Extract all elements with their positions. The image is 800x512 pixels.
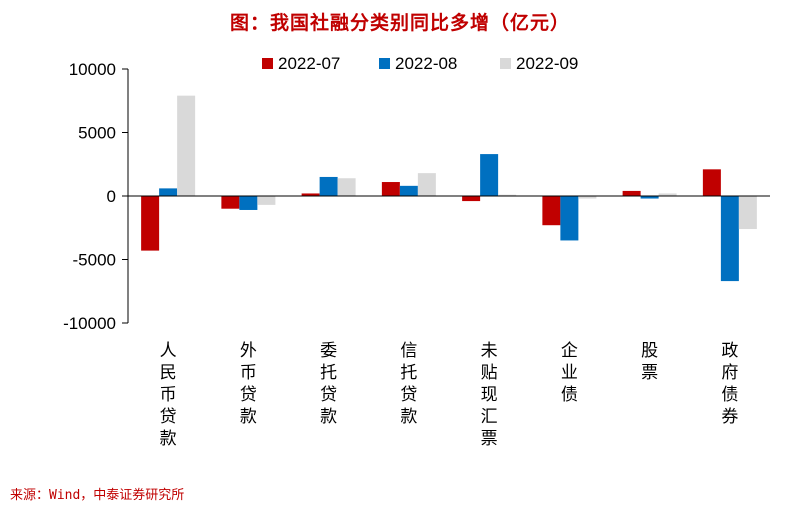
bar-2022-07-4 [462,196,481,202]
bar-2022-09-4 [498,194,517,196]
category-label: 人民币贷款 [160,341,177,449]
y-tick-label: -5000 [73,251,116,270]
bar-2022-08-4 [480,154,499,196]
y-axis: -10000 -5000 0 5000 10000 [63,60,129,333]
bar-2022-07-6 [622,190,641,196]
y-tick-label: -10000 [63,314,116,333]
bar-2022-07-1 [221,196,240,209]
bar-2022-08-1 [239,196,258,210]
bar-2022-07-0 [141,196,160,251]
y-tick-label: 5000 [78,124,116,143]
legend-label: 2022-08 [395,54,457,73]
bar-2022-09-7 [738,196,757,230]
bar-2022-08-7 [720,196,739,282]
category-label: 企业债 [561,341,578,405]
category-label: 政府债券 [721,341,738,427]
bar-2022-09-6 [658,193,677,196]
category-labels: 人民币贷款 外币贷款 委托贷款 信托贷款 未贴现汇票 企业债 股票 政府债券 [160,341,739,449]
chart-title: 图：我国社融分类别同比多增（亿元） [229,12,570,34]
legend-swatch [262,58,273,69]
y-tick-label: 0 [107,187,116,206]
category-label: 未贴现汇票 [481,341,498,449]
legend-swatch [379,58,390,69]
bar-2022-08-6 [640,196,659,199]
bar-2022-07-3 [381,182,400,196]
bar-2022-08-5 [560,196,579,241]
bar-2022-09-5 [578,196,597,199]
bar-2022-09-0 [177,95,196,196]
bar-2022-07-5 [542,196,561,226]
category-label: 股票 [641,341,658,383]
bars [141,95,757,282]
bar-2022-08-0 [159,188,178,196]
bar-chart: 2022-07 2022-08 2022-09 -10000 -5000 0 5000 10… [63,54,770,449]
source-note: 来源：Wind，中泰证券研究所 [10,488,185,503]
legend-label: 2022-09 [516,54,578,73]
bar-2022-07-2 [301,193,320,196]
category-label: 委托贷款 [320,341,337,427]
y-tick-label: 10000 [69,60,116,79]
bar-2022-08-2 [319,176,338,196]
category-label: 信托贷款 [400,341,417,427]
legend-label: 2022-07 [278,54,340,73]
bar-2022-09-2 [337,178,356,196]
bar-2022-09-3 [417,173,436,196]
bar-2022-07-7 [702,169,721,196]
bar-2022-09-1 [257,196,276,205]
legend: 2022-07 2022-08 2022-09 [262,54,578,73]
category-label: 外币贷款 [240,341,257,427]
bar-2022-08-3 [399,185,418,196]
legend-swatch [500,58,511,69]
